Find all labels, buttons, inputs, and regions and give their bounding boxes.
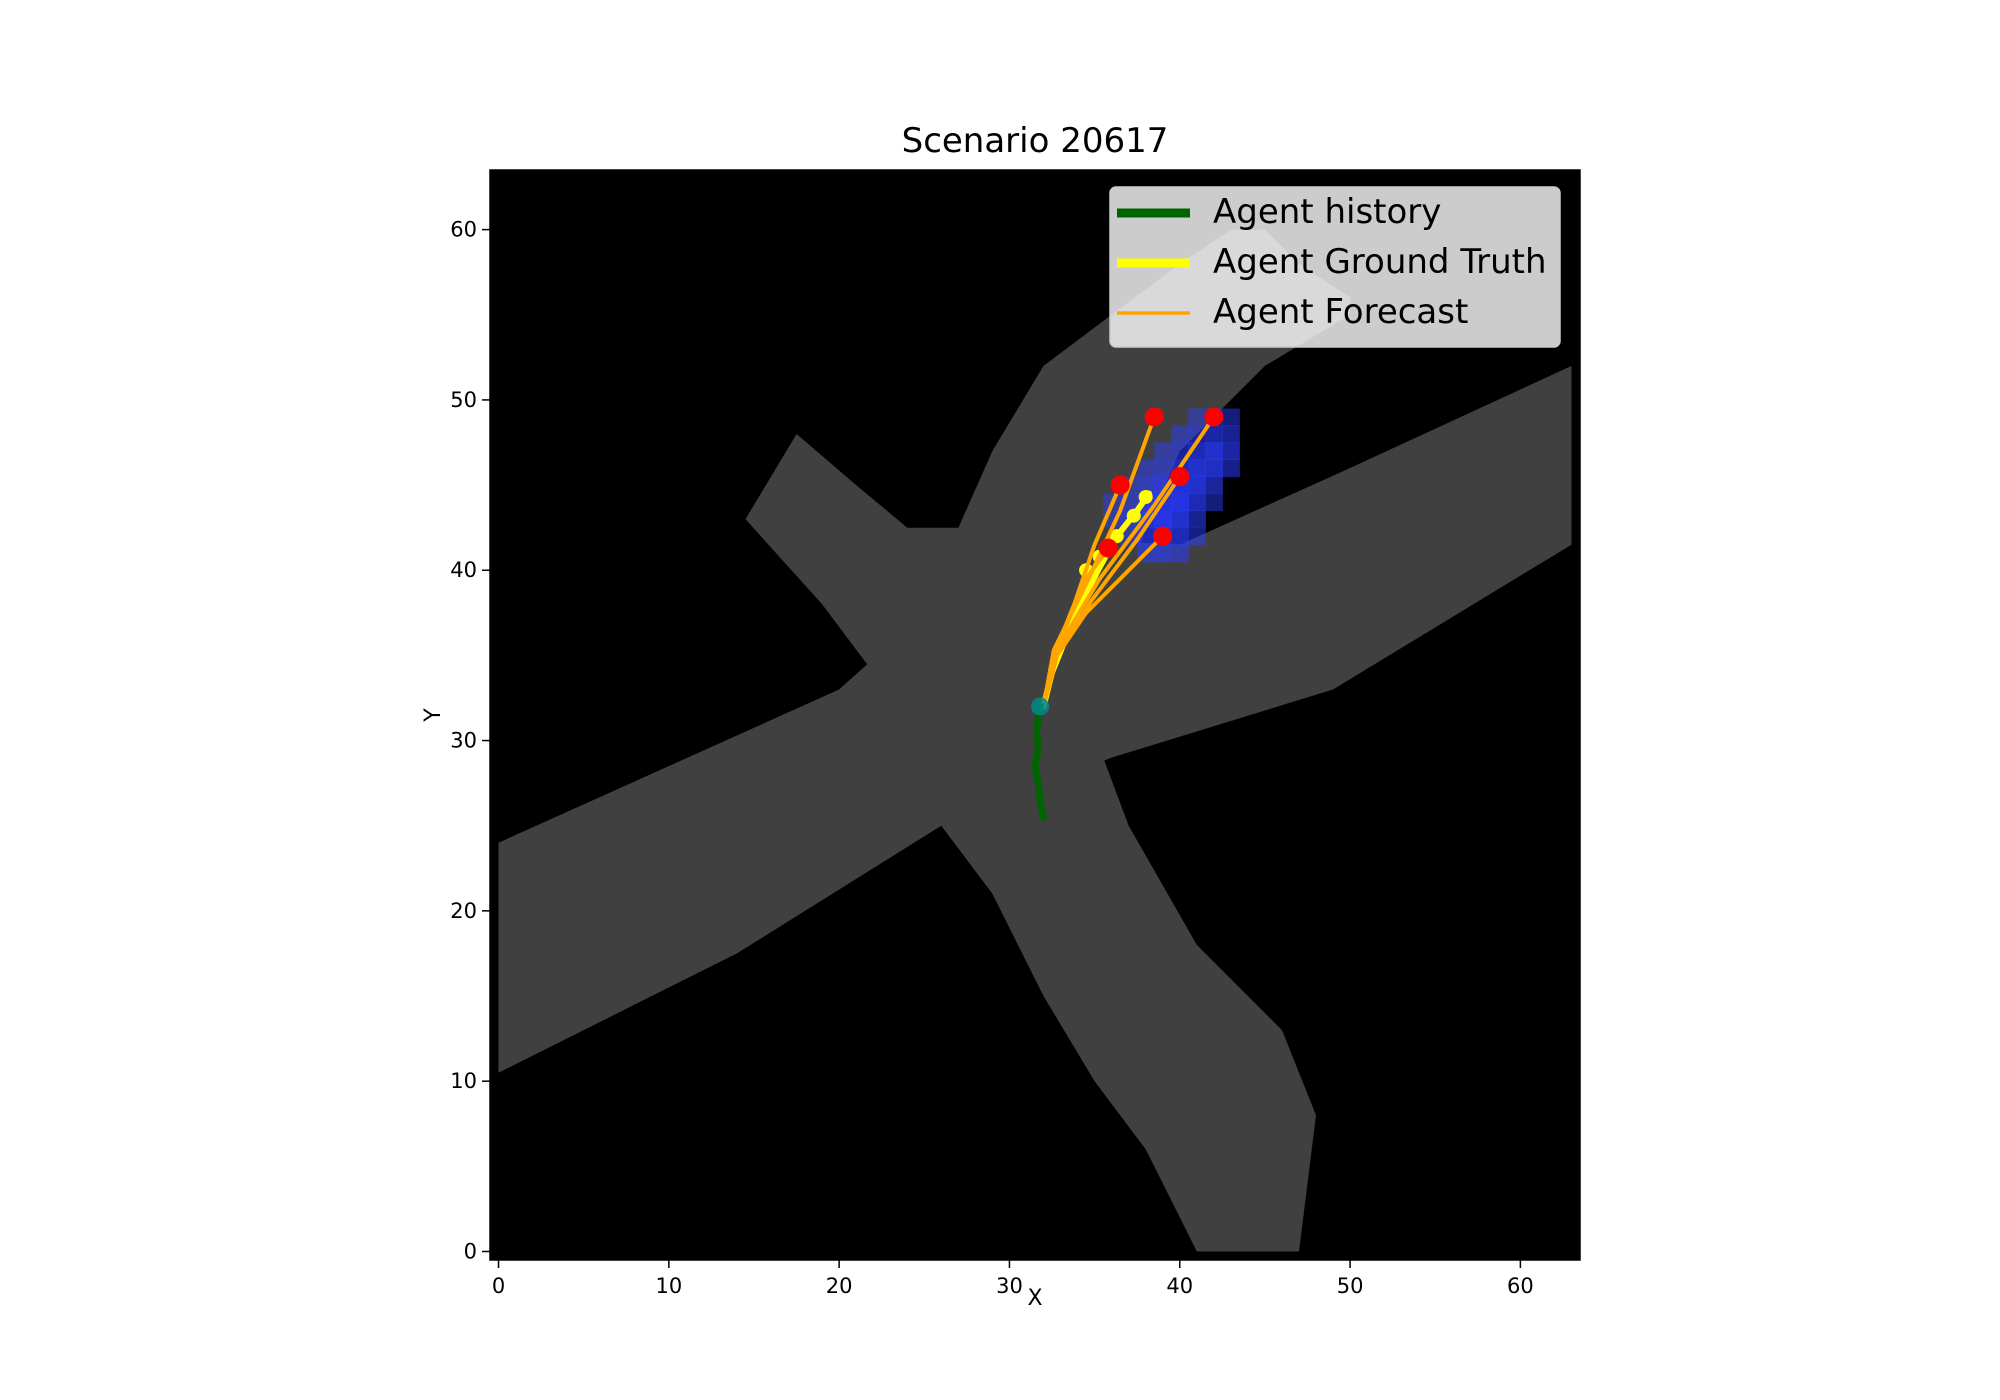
ground-truth-point-2 [1109,529,1124,544]
y-tick-label-50: 50 [450,388,477,412]
y-axis-label: Y [421,708,446,723]
x-tick-label-0: 0 [492,1274,505,1298]
heatmap-cell-36 [1205,442,1223,461]
heatmap-cell-31 [1205,459,1223,478]
heatmap-cell-38 [1171,425,1189,443]
heatmap-cell-25 [1188,476,1206,495]
heatmap-cell-33 [1154,442,1172,461]
y-tick-label-0: 0 [464,1239,477,1263]
heatmap-cell-2 [1171,544,1189,563]
x-tick-label-50: 50 [1337,1274,1364,1298]
x-tick-label-60: 60 [1507,1274,1534,1298]
heatmap-cell-19 [1188,493,1206,512]
forecast-line-5 [1041,546,1111,709]
x-tick-label-20: 20 [826,1274,853,1298]
forecast-endpoint-3 [1144,407,1164,427]
heatmap-cell-27 [1137,459,1155,478]
heatmap-cell-40 [1205,425,1223,443]
diagonal-road-ne-sw [745,229,1351,1252]
forecast-endpoint-5 [1098,538,1118,558]
heatmap-cell-44 [1222,408,1240,426]
heatmap-cell-13 [1188,510,1206,529]
trajectory-layer [1031,407,1224,821]
x-axis: 0 10 20 30 40 50 60 [492,1260,1534,1298]
forecast-endpoint-0 [1153,526,1173,546]
x-tick-label-30: 30 [996,1274,1023,1298]
heatmap-cell-41 [1222,425,1240,443]
legend-box [1109,186,1561,348]
heatmap-cell-11 [1154,510,1172,529]
heatmap-cell-42 [1188,408,1206,426]
heatmap-cell-7 [1188,527,1206,546]
y-tick-label-20: 20 [450,899,477,923]
heatmap-cell-1 [1154,544,1172,563]
heatmap-cell-30 [1188,459,1206,478]
x-tick-label-40: 40 [1166,1274,1193,1298]
heatmap-cell-18 [1171,493,1189,512]
heatmap-cell-6 [1171,527,1189,546]
history-line [1031,703,1047,821]
y-tick-label-40: 40 [450,558,477,582]
legend-forecast-label: Agent Forecast [1213,292,1468,332]
agent-position-marker [1031,697,1050,716]
legend: Agent history Agent Ground Truth Agent F… [1109,186,1561,348]
y-tick-label-60: 60 [450,218,477,242]
x-tick-label-10: 10 [655,1274,682,1298]
legend-history-label: Agent history [1213,192,1441,232]
heatmap-cell-26 [1205,476,1223,495]
chart-title: Scenario 20617 [902,121,1169,161]
y-tick-label-30: 30 [450,729,477,753]
ground-truth-point-3 [1126,508,1141,523]
x-axis-label: X [1027,1286,1042,1311]
heatmap-cell-12 [1171,510,1189,529]
ground-truth-point-4 [1138,490,1153,504]
forecast-endpoint-1 [1170,467,1190,487]
heatmap-cell-28 [1154,459,1172,478]
forecast-endpoint-4 [1110,475,1130,495]
heatmap-cell-34 [1171,442,1189,461]
heatmap-cell-20 [1205,493,1223,512]
heatmap-cell-32 [1222,459,1240,478]
y-tick-label-10: 10 [450,1069,477,1093]
plot-frame [489,169,1581,1261]
heatmap-cell-22 [1137,476,1155,495]
y-axis: 0 10 20 30 40 50 60 [450,218,490,1263]
heatmap-cell-23 [1154,476,1172,495]
forecast-endpoint-2 [1204,407,1224,427]
legend-ground-truth-label: Agent Ground Truth [1213,242,1547,282]
heatmap-cell-37 [1222,442,1240,461]
